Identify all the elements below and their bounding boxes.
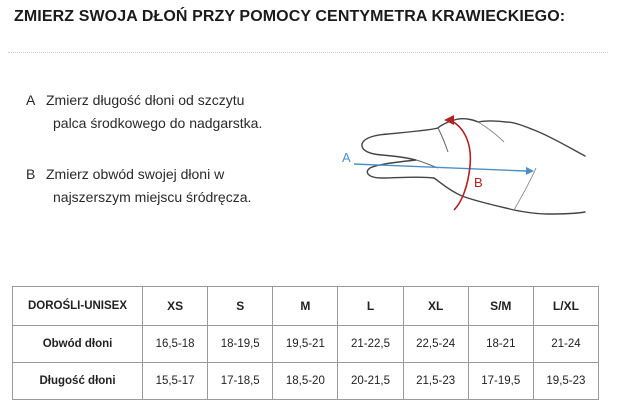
header-size-l-xl: L/XL: [532, 286, 600, 326]
step-a-text: Zmierz długość dłoni od szczytu palca śr…: [46, 89, 262, 135]
step-b-text: Zmierz obwód swojej dłoni w najszerszym …: [46, 163, 251, 209]
table-cell: 16,5-18: [141, 325, 209, 363]
hand-measurement-illustration: A B: [342, 115, 586, 215]
table-cell: 17-19,5: [467, 362, 534, 400]
table-cell: 17-18,5: [207, 362, 274, 400]
length-arrow: [353, 163, 527, 172]
table-cell: 21-24: [532, 325, 600, 363]
header-size-s-m: S/M: [467, 286, 534, 326]
divider: [8, 52, 608, 53]
circumference-arrow-head-icon: [444, 115, 454, 125]
hand-outline-icon: [361, 118, 586, 215]
row-label: Obwód dłoni: [12, 325, 143, 363]
table-cell: 21-22,5: [337, 325, 404, 363]
header-size-xl: XL: [402, 286, 469, 326]
table-row: Długość dłoni 15,5-17 17-18,5 18,5-20 20…: [12, 362, 600, 400]
table-cell: 21,5-23: [402, 362, 469, 400]
header-size-xs: XS: [141, 286, 209, 326]
header-size-l: L: [337, 286, 404, 326]
label-b: B: [474, 175, 483, 190]
header-category: DOROŚLI-UNISEX: [12, 286, 143, 326]
table-header-row: DOROŚLI-UNISEX XS S M L XL S/M L/XL: [12, 286, 600, 326]
step-a-line2: palca środkowego do nadgarstka.: [53, 115, 263, 131]
page-title: ZMIERZ SWOJA DŁOŃ PRZY POMOCY CENTYMETRA…: [14, 8, 566, 25]
header-size-m: M: [272, 286, 339, 326]
table-row: Obwód dłoni 16,5-18 18-19,5 19,5-21 21-2…: [12, 325, 600, 363]
circumference-arc: [449, 119, 472, 211]
table-cell: 19,5-21: [272, 325, 339, 363]
step-a-letter: A: [26, 92, 36, 108]
table-cell: 22,5-24: [402, 325, 469, 363]
row-label: Długość dłoni: [12, 362, 143, 400]
table-cell: 15,5-17: [141, 362, 209, 400]
size-table: DOROŚLI-UNISEX XS S M L XL S/M L/XL Obwó…: [12, 286, 600, 400]
table-cell: 18-21: [467, 325, 534, 363]
step-b-line1: Zmierz obwód swojej dłoni w: [46, 166, 225, 182]
table-cell: 18,5-20: [272, 362, 339, 400]
table-cell: 20-21,5: [337, 362, 404, 400]
step-b-line2: najszerszym miejscu śródręcza.: [53, 189, 252, 205]
step-a-line1: Zmierz długość dłoni od szczytu: [46, 92, 245, 108]
step-b-letter: B: [26, 166, 36, 182]
table-cell: 18-19,5: [207, 325, 274, 363]
label-a: A: [342, 150, 351, 165]
length-arrow-head-icon: [525, 166, 534, 175]
header-size-s: S: [207, 286, 274, 326]
measurement-guide: [0, 53, 617, 266]
table-cell: 19,5-23: [532, 362, 600, 400]
